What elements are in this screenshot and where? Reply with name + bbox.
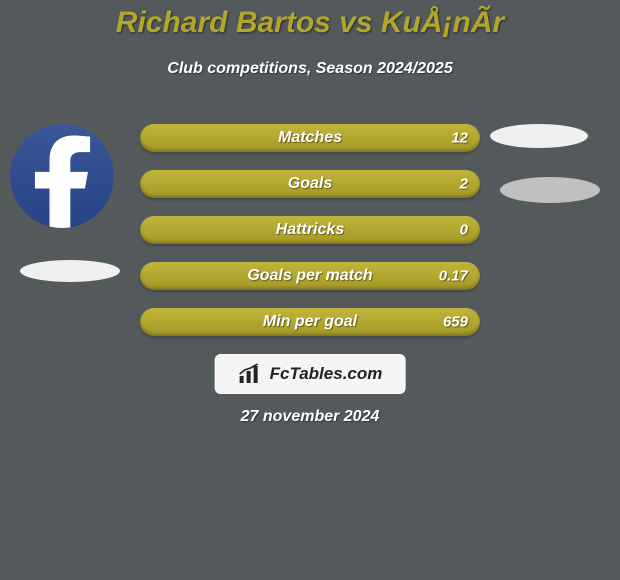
stat-label: Goals per match: [140, 267, 480, 285]
right-placeholder-shadow-1: [490, 124, 588, 148]
brand-footer[interactable]: FcTables.com: [215, 354, 406, 394]
right-placeholder-shadow-2: [500, 177, 600, 203]
stat-value: 0.17: [439, 268, 468, 285]
page-title: Richard Bartos vs KuÅ¡nÃ­r: [0, 0, 620, 40]
stat-bar-goals: Goals 2: [140, 170, 480, 198]
stats-bar-chart: Matches 12 Goals 2 Hattricks 0 Goals per…: [140, 124, 480, 354]
brand-text: FcTables.com: [270, 364, 383, 384]
generation-date: 27 november 2024: [0, 408, 620, 426]
stat-label: Matches: [140, 129, 480, 147]
stat-bar-goals-per-match: Goals per match 0.17: [140, 262, 480, 290]
stat-bar-matches: Matches 12: [140, 124, 480, 152]
left-player-avatar: [10, 124, 114, 228]
comparison-infographic: Richard Bartos vs KuÅ¡nÃ­r Club competit…: [0, 0, 620, 580]
bar-chart-icon: [238, 363, 262, 385]
left-avatar-shadow: [20, 260, 120, 282]
stat-value: 0: [460, 222, 468, 239]
stat-value: 12: [451, 130, 468, 147]
stat-value: 659: [443, 314, 468, 331]
stat-label: Min per goal: [140, 313, 480, 331]
stat-label: Goals: [140, 175, 480, 193]
stat-label: Hattricks: [140, 221, 480, 239]
page-subtitle: Club competitions, Season 2024/2025: [0, 60, 620, 78]
facebook-icon: [10, 124, 114, 228]
stat-bar-hattricks: Hattricks 0: [140, 216, 480, 244]
stat-value: 2: [460, 176, 468, 193]
stat-bar-min-per-goal: Min per goal 659: [140, 308, 480, 336]
